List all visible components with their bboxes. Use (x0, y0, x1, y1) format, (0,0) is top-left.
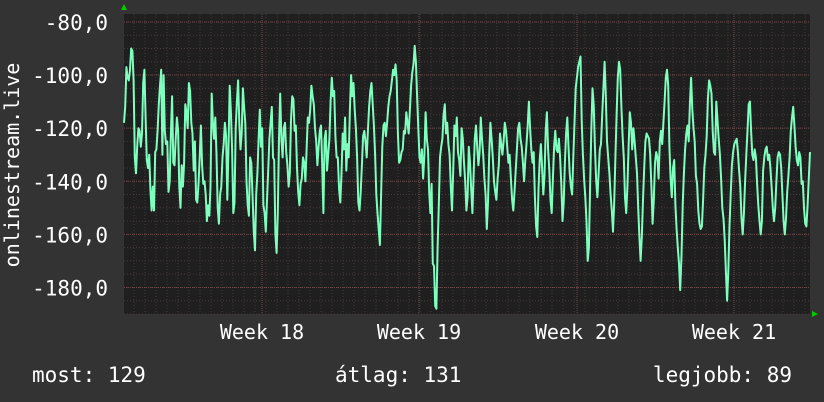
series-line (123, 44, 811, 310)
x-axis-ticks: Week 18 Week 19 Week 20 Week 21 (220, 320, 776, 344)
x-axis-arrow (812, 311, 818, 317)
y-tick-label: -80,0 (45, 11, 108, 35)
x-tick-label: Week 20 (535, 320, 619, 344)
x-tick-label: Week 19 (377, 320, 461, 344)
stat-average: átlag: 131 (335, 363, 461, 387)
y-tick-label: -100,0 (32, 64, 108, 88)
x-tick-label: Week 21 (692, 320, 776, 344)
y-tick-label: -140,0 (32, 170, 108, 194)
series-group (123, 44, 811, 310)
x-tick-label: Week 18 (220, 320, 304, 344)
y-tick-label: -180,0 (32, 276, 108, 300)
y-tick-label: -120,0 (32, 117, 108, 141)
y-tick-label: -160,0 (32, 223, 108, 247)
y-axis-label: onlinestream.live (0, 63, 24, 268)
stat-current: most: 129 (32, 363, 146, 387)
y-axis-arrow (121, 4, 127, 10)
stat-best: legjobb: 89 (653, 363, 792, 387)
axis-arrows (121, 4, 818, 317)
y-axis-ticks: -80,0 -100,0 -120,0 -140,0 -160,0 -180,0 (32, 11, 108, 300)
